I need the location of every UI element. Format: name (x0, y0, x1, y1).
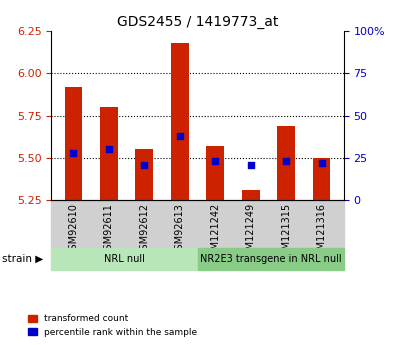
Legend: transformed count, percentile rank within the sample: transformed count, percentile rank withi… (24, 311, 201, 341)
Point (283, 158, 289, 164)
Text: NR2E3 transgene in NRL null: NR2E3 transgene in NRL null (200, 254, 341, 264)
Point (141, 162, 147, 167)
Bar (277, 126, 295, 200)
Bar (100, 107, 118, 200)
Bar (135, 149, 153, 200)
Text: strain ▶: strain ▶ (2, 254, 43, 264)
Bar (242, 190, 260, 200)
Point (106, 147, 112, 152)
Bar (206, 146, 224, 200)
Bar (65, 87, 82, 200)
Point (248, 162, 254, 167)
Point (212, 158, 218, 164)
Bar (313, 158, 330, 200)
Text: NRL null: NRL null (104, 254, 145, 264)
Point (318, 160, 325, 166)
Point (177, 133, 183, 139)
Bar (171, 43, 189, 200)
Title: GDS2455 / 1419773_at: GDS2455 / 1419773_at (117, 14, 278, 29)
Point (70, 150, 77, 156)
